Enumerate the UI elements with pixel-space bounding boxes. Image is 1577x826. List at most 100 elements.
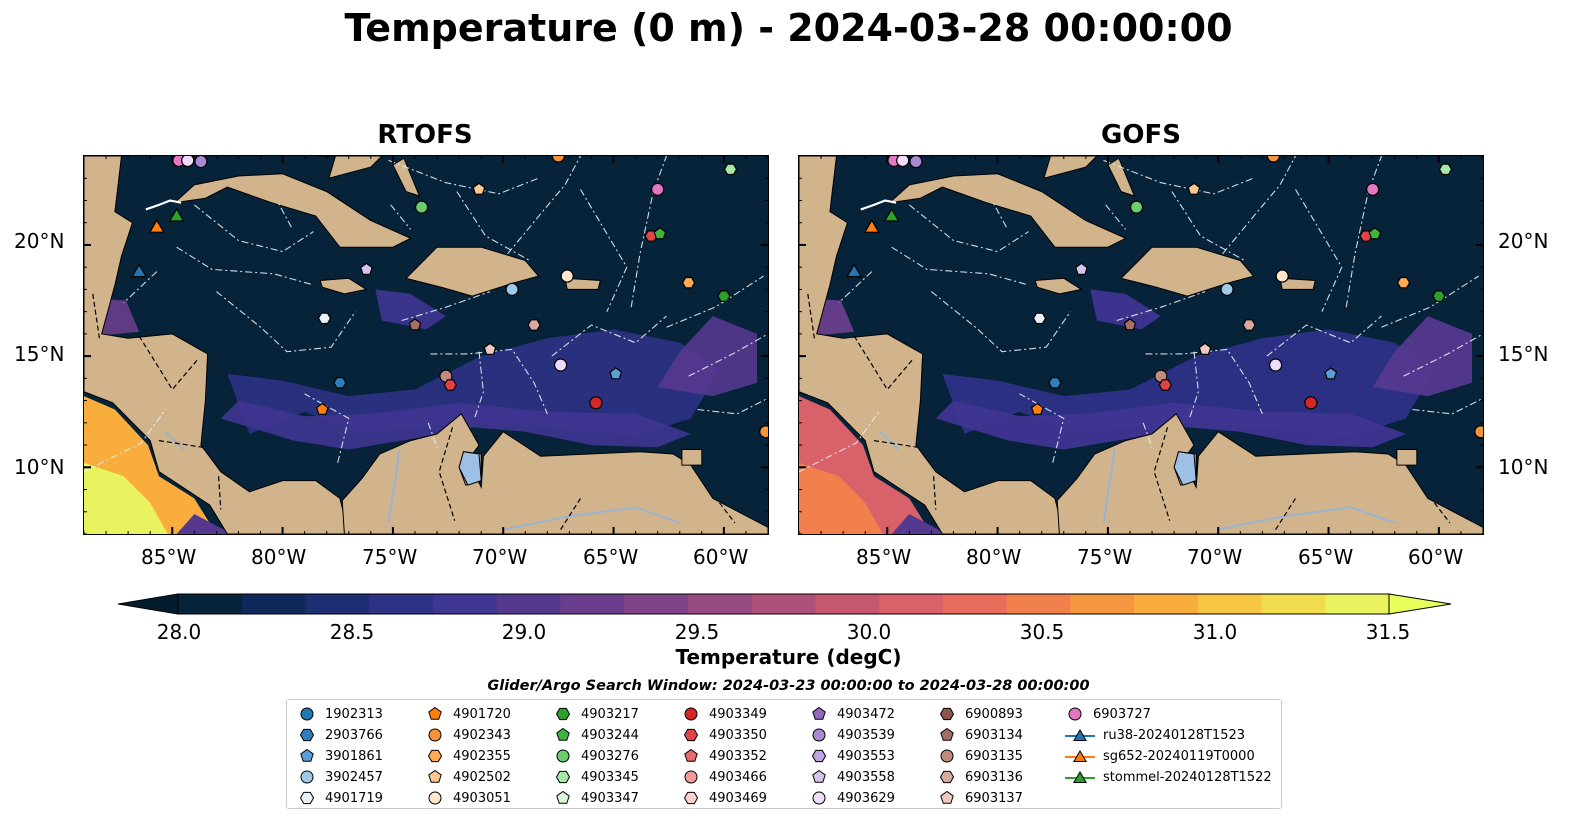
- float-marker[interactable]: [1474, 425, 1483, 439]
- float-marker[interactable]: [315, 402, 329, 415]
- float-marker[interactable]: [681, 276, 696, 289]
- float-marker[interactable]: [1438, 163, 1453, 176]
- land-trinidad: [1396, 449, 1418, 466]
- eez-boundary: [551, 315, 667, 357]
- circle-legend-icon: [812, 791, 826, 805]
- legend-item: 3901861: [297, 746, 383, 766]
- map-canvas-gofs: [799, 156, 1483, 534]
- float-marker[interactable]: [359, 262, 373, 275]
- river: [503, 506, 681, 531]
- lon-tick-label: 80°W: [966, 545, 1022, 569]
- float-marker[interactable]: [1304, 396, 1318, 410]
- float-marker[interactable]: [1220, 282, 1234, 297]
- float-marker[interactable]: [1366, 182, 1380, 196]
- land-hispaniola: [1120, 246, 1255, 297]
- legend-label: 4903217: [581, 706, 639, 722]
- lat-tick-label: 20°N: [1498, 229, 1549, 253]
- glider-marker[interactable]: [148, 218, 165, 233]
- eez-boundary: [908, 204, 1029, 253]
- map-panel-rtofs[interactable]: [83, 155, 769, 535]
- glider-marker[interactable]: [131, 263, 148, 278]
- float-marker[interactable]: [1074, 262, 1088, 275]
- panel-title-rtofs: RTOFS: [377, 120, 473, 150]
- float-marker[interactable]: [553, 358, 568, 372]
- land-puertorico: [1279, 277, 1316, 290]
- float-marker[interactable]: [443, 379, 457, 391]
- float-marker[interactable]: [317, 312, 332, 325]
- eez-boundary: [580, 189, 628, 312]
- float-marker[interactable]: [1432, 290, 1446, 302]
- float-marker[interactable]: [505, 282, 519, 297]
- float-marker[interactable]: [651, 182, 665, 196]
- float-marker[interactable]: [1275, 269, 1289, 283]
- float-marker[interactable]: [1268, 358, 1283, 372]
- eez-boundary: [1145, 348, 1263, 415]
- float-marker[interactable]: [1198, 342, 1212, 355]
- float-marker[interactable]: [717, 290, 731, 302]
- float-marker[interactable]: [759, 425, 768, 439]
- country-border: [560, 498, 582, 530]
- float-marker[interactable]: [194, 156, 208, 169]
- pentagon-legend-icon: [428, 769, 442, 783]
- eez-boundary: [473, 351, 484, 419]
- colorbar-tick-label: 28.0: [156, 620, 202, 644]
- float-marker[interactable]: [1324, 367, 1338, 380]
- lon-tick-label: 60°W: [1408, 545, 1464, 569]
- float-marker[interactable]: [408, 318, 422, 331]
- eez-boundary: [430, 348, 548, 415]
- float-marker[interactable]: [551, 156, 565, 163]
- legend-item: 4903347: [553, 788, 639, 808]
- eez-boundary: [891, 246, 1029, 286]
- legend-item: 4903469: [681, 788, 767, 808]
- colorbar-segment: [1197, 594, 1263, 614]
- float-marker[interactable]: [1032, 312, 1047, 325]
- float-marker[interactable]: [653, 227, 667, 240]
- float-marker[interactable]: [414, 200, 429, 214]
- legend-label: 4903352: [709, 748, 767, 764]
- float-marker[interactable]: [1368, 227, 1382, 240]
- legend-item: 4902502: [425, 767, 511, 787]
- float-marker[interactable]: [472, 182, 486, 195]
- country-border: [438, 427, 456, 521]
- glider-marker[interactable]: [846, 263, 863, 278]
- float-marker[interactable]: [527, 319, 541, 331]
- float-marker[interactable]: [909, 156, 923, 169]
- circle-legend-icon: [684, 707, 698, 721]
- map-panel-gofs[interactable]: [798, 155, 1484, 535]
- float-marker[interactable]: [333, 377, 347, 389]
- colorbar: [117, 592, 1453, 620]
- float-marker[interactable]: [1396, 276, 1411, 289]
- float-marker[interactable]: [1123, 318, 1137, 331]
- float-marker[interactable]: [723, 163, 738, 176]
- float-marker[interactable]: [1266, 156, 1280, 163]
- legend-item: 4903345: [553, 767, 639, 787]
- eez-boundary: [799, 409, 882, 473]
- panel-title-gofs: GOFS: [1101, 120, 1181, 150]
- river: [387, 449, 401, 524]
- legend-item: 2903766: [297, 725, 383, 745]
- glider-marker[interactable]: [168, 207, 185, 222]
- float-marker[interactable]: [1129, 200, 1144, 214]
- lon-tick-label: 80°W: [251, 545, 307, 569]
- float-marker[interactable]: [560, 269, 574, 283]
- glider-marker[interactable]: [863, 218, 880, 233]
- float-marker[interactable]: [1048, 377, 1062, 389]
- country-border: [1153, 427, 1171, 521]
- colorbar-tick-label: 31.0: [1192, 620, 1238, 644]
- warm-water-region: [176, 514, 232, 534]
- eez-boundary: [1105, 204, 1127, 230]
- float-marker[interactable]: [896, 156, 910, 168]
- float-marker[interactable]: [609, 367, 623, 380]
- float-marker[interactable]: [589, 396, 603, 410]
- float-marker[interactable]: [1158, 379, 1172, 391]
- colorbar-segment: [1261, 594, 1326, 614]
- eez-boundary: [1295, 189, 1343, 312]
- glider-marker[interactable]: [883, 207, 900, 222]
- float-marker[interactable]: [483, 342, 497, 355]
- legend-label: 4903347: [581, 790, 639, 806]
- eez-boundary: [630, 156, 668, 308]
- float-marker[interactable]: [1242, 319, 1256, 331]
- float-marker[interactable]: [1030, 402, 1044, 415]
- float-marker[interactable]: [1187, 182, 1201, 195]
- float-marker[interactable]: [181, 156, 195, 168]
